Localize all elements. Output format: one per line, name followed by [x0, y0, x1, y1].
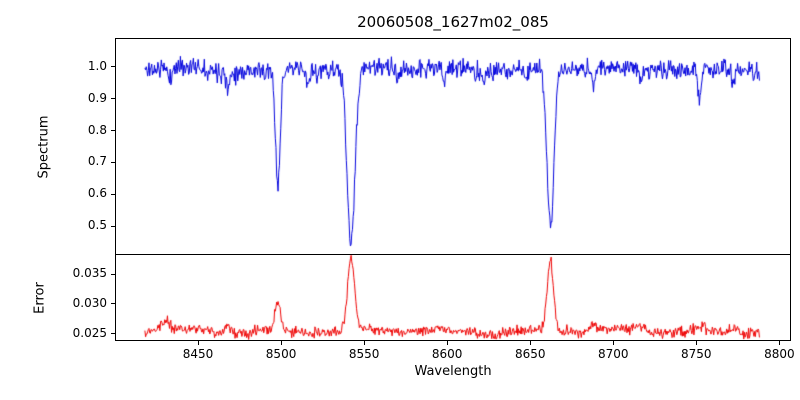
- x-tick-label: 8800: [764, 347, 795, 361]
- y-tick-mark: [111, 225, 115, 227]
- x-tick-label: 8650: [514, 347, 546, 361]
- error-y-axis-label: Error: [32, 282, 48, 314]
- x-tick-label: 8500: [265, 347, 297, 361]
- y-tick-mark: [111, 161, 115, 163]
- y-tick-mark: [111, 273, 115, 275]
- y-tick-label: 0.035: [72, 266, 107, 281]
- y-tick-label: 0.8: [87, 122, 107, 137]
- x-tick-mark: [529, 341, 531, 345]
- x-tick-label: 8750: [681, 347, 712, 361]
- x-tick-mark: [612, 341, 614, 345]
- error-plot-panel: [115, 255, 791, 341]
- x-tick-mark: [778, 341, 780, 345]
- x-tick-label: 8700: [597, 347, 629, 361]
- y-tick-mark: [111, 66, 115, 68]
- y-tick-label: 0.5: [87, 218, 107, 233]
- x-tick-mark: [695, 341, 697, 345]
- y-tick-mark: [111, 130, 115, 132]
- y-tick-label: 1.0: [87, 58, 107, 73]
- x-tick-mark: [446, 341, 448, 345]
- y-tick-label: 0.7: [87, 154, 107, 169]
- x-tick-label: 8450: [182, 347, 214, 361]
- y-tick-mark: [111, 193, 115, 195]
- y-tick-label: 0.6: [87, 186, 107, 201]
- chart-title: 20060508_1627m02_085: [357, 13, 549, 31]
- y-tick-label: 0.025: [72, 325, 107, 340]
- x-tick-label: 8600: [431, 347, 463, 361]
- x-tick-label: 8550: [348, 347, 380, 361]
- x-tick-mark: [280, 341, 282, 345]
- x-axis-label: Wavelength: [414, 364, 492, 379]
- y-tick-label: 0.9: [87, 90, 107, 105]
- y-tick-mark: [111, 333, 115, 335]
- y-tick-label: 0.030: [72, 295, 107, 310]
- spectrum-line-plot: [116, 39, 790, 254]
- error-line-plot: [116, 255, 790, 340]
- x-tick-mark: [363, 341, 365, 345]
- spectrum-plot-panel: [115, 38, 791, 255]
- y-tick-mark: [111, 98, 115, 100]
- spectrum-y-axis-label: Spectrum: [36, 115, 52, 179]
- y-tick-mark: [111, 303, 115, 305]
- x-tick-mark: [197, 341, 199, 345]
